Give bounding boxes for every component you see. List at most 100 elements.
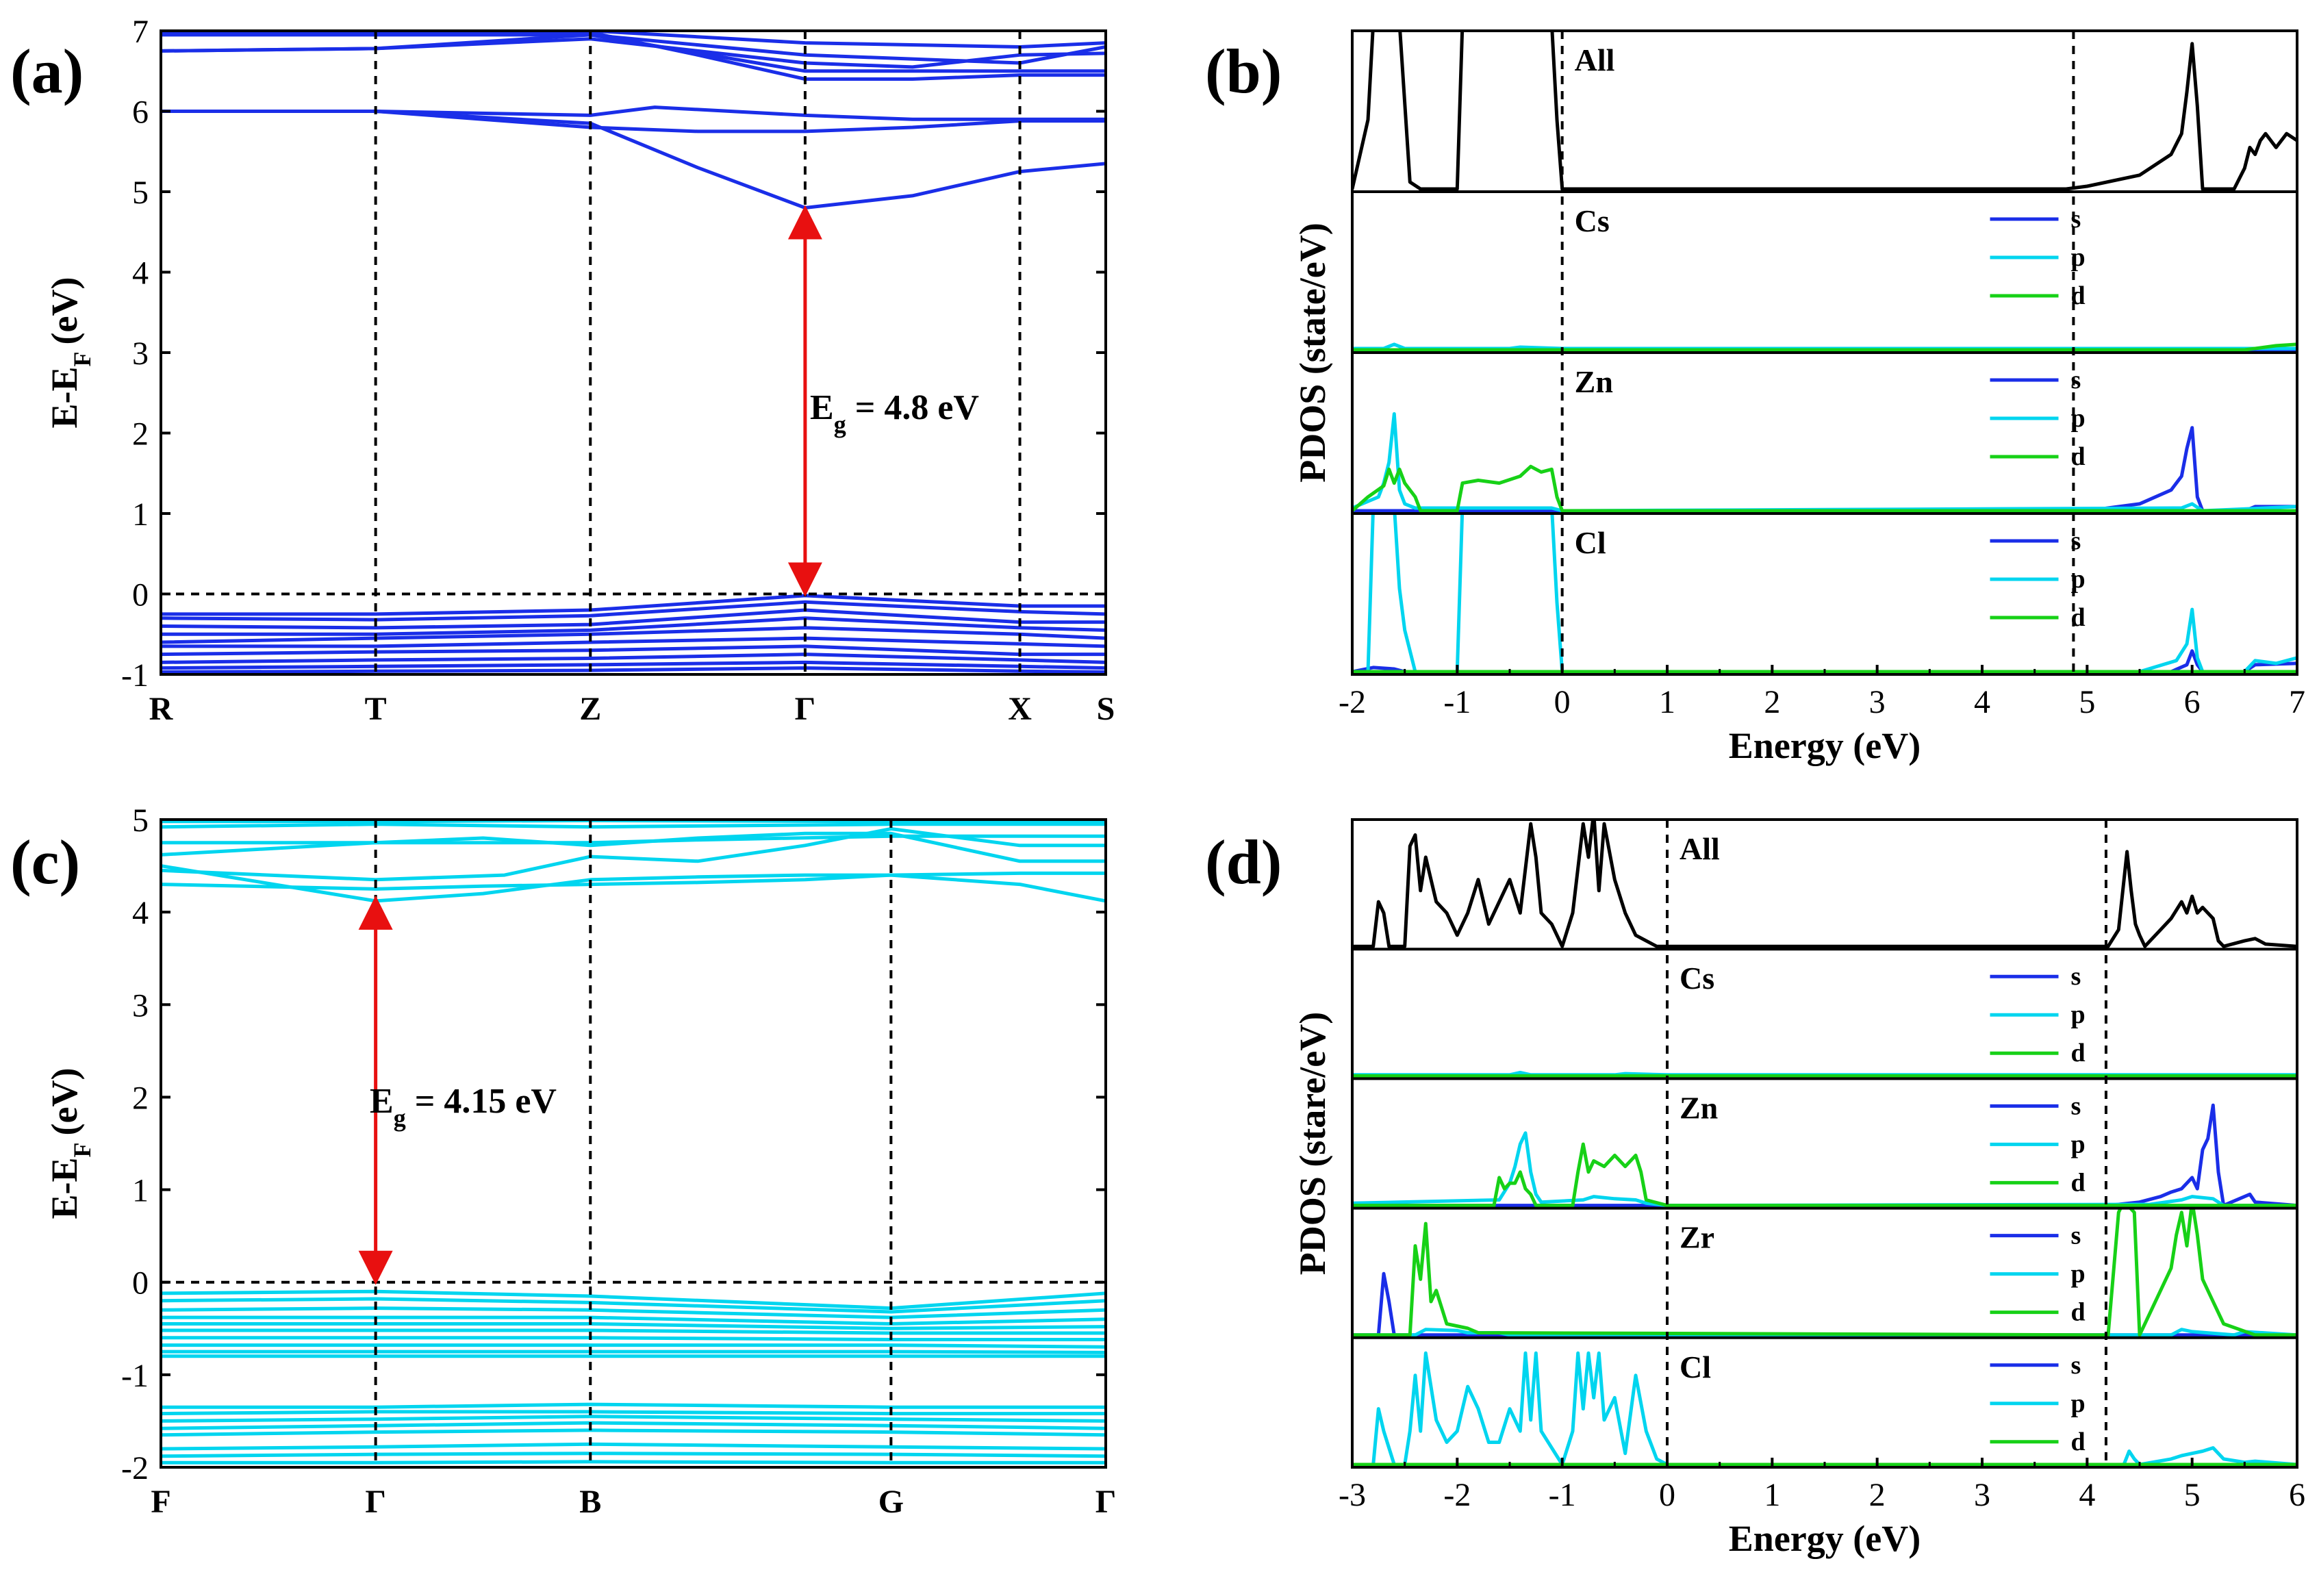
kpoint-label: F	[151, 1484, 170, 1520]
y-tick-label: 3	[132, 335, 149, 372]
band-gap-label-main: E	[370, 1082, 394, 1121]
x-tick-label: 3	[1974, 1477, 1990, 1513]
legend-label-p: p	[2071, 1389, 2086, 1418]
legend-label-s: s	[2071, 366, 2081, 394]
legend-label-s: s	[2071, 1091, 2081, 1120]
y-tick-label: 4	[132, 255, 149, 292]
pdos-curve-cl-p	[1352, 514, 2297, 674]
y-axis-label-main: E-E	[44, 366, 85, 428]
band-line	[161, 600, 1106, 622]
kpoint-label: T	[365, 691, 387, 727]
band-panel-a: -1 0 1 2 3 4 5 6 7 R T Z Γ X S E-EF (eV) Eg = 4.8 eV (a)	[10, 14, 1115, 727]
x-tick-label: 3	[1869, 684, 1886, 720]
band-line	[161, 594, 1106, 616]
band-line	[161, 636, 1106, 648]
x-tick-label: -3	[1339, 1477, 1366, 1513]
y-tick-label: 6	[132, 94, 149, 131]
pdos-subpanel-cl: Cl spd	[1352, 512, 2297, 674]
legend-label-d: d	[2071, 1039, 2086, 1067]
y-axis-label-sub: F	[68, 351, 96, 366]
pdos-curve-zn-s	[1352, 426, 2297, 513]
band-line	[161, 1402, 1106, 1409]
pdos-curve-zn-p	[1352, 1131, 2297, 1208]
band-line	[161, 1343, 1106, 1349]
y-axis-label: E-EF (eV)	[44, 1068, 96, 1219]
band-line	[161, 626, 1106, 644]
pdos-subpanel-zn: Zn spd	[1352, 351, 2297, 513]
kpoint-label: Γ	[1095, 1484, 1117, 1520]
kpoint-label: B	[579, 1484, 601, 1520]
x-tick-label: 1	[1659, 684, 1675, 720]
element-label: All	[1575, 42, 1615, 77]
x-tick-label: 6	[2184, 684, 2201, 720]
band-line	[161, 660, 1106, 670]
band-line	[161, 1322, 1106, 1330]
x-tick-label: 5	[2079, 684, 2095, 720]
band-gap-label-value: = 4.15 eV	[406, 1082, 557, 1121]
pdos-curve-all-total	[1352, 820, 2297, 948]
pdos-curve-zn-d	[1352, 464, 2297, 513]
y-tick-label: -1	[121, 657, 149, 694]
x-tick-label: 0	[1659, 1477, 1675, 1513]
legend-label-d: d	[2071, 442, 2086, 471]
y-axis-label-unit: (eV)	[44, 277, 85, 345]
plot-frame	[160, 818, 1107, 1469]
legend-label-d: d	[2071, 1428, 2086, 1456]
pdos-curve-zn-s	[1352, 1103, 2297, 1208]
x-tick-label: 0	[1554, 684, 1571, 720]
x-tick-label: 5	[2184, 1477, 2201, 1513]
x-tick-label: 4	[1974, 684, 1990, 720]
band-line	[161, 1410, 1106, 1416]
legend-label-s: s	[2071, 1221, 2081, 1250]
y-axis-label: PDOS (stare/eV)	[1292, 1012, 1333, 1275]
element-label: Cl	[1680, 1350, 1711, 1384]
legend-label-d: d	[2071, 1168, 2086, 1197]
pdos-curve-cs-p	[1352, 342, 2297, 351]
y-tick-label: 5	[132, 175, 149, 211]
band-line	[161, 1306, 1106, 1319]
element-label: Zn	[1575, 364, 1613, 399]
legend-label-s: s	[2071, 962, 2081, 991]
band-line	[161, 653, 1106, 664]
pdos-subpanel-cs: Cs spd	[1352, 948, 2297, 1078]
x-tick-label: 1	[1764, 1477, 1780, 1513]
band-line	[161, 1328, 1106, 1335]
x-tick-label: -1	[1549, 1477, 1576, 1513]
legend-label-p: p	[2071, 1000, 2086, 1029]
y-tick-label: -2	[121, 1450, 149, 1486]
x-tick-label: -1	[1443, 684, 1471, 720]
band-line	[161, 822, 1106, 829]
pdos-subpanel-all: All	[1352, 31, 2297, 191]
x-tick-label: 7	[2289, 684, 2305, 720]
kpoint-label: X	[1008, 691, 1032, 727]
band-line	[161, 1442, 1106, 1451]
y-tick-label: 0	[132, 1265, 149, 1302]
band-line	[161, 864, 1106, 903]
y-axis-label-unit: (eV)	[44, 1068, 85, 1136]
legend-label-s: s	[2071, 1351, 2081, 1380]
element-label: Cs	[1680, 961, 1714, 996]
panel-tag: (b)	[1205, 36, 1282, 106]
legend-label-p: p	[2071, 1260, 2086, 1289]
panel-tag: (d)	[1205, 827, 1282, 897]
x-tick-label: 2	[1764, 684, 1780, 720]
band-line	[161, 827, 1106, 882]
legend-label-p: p	[2071, 565, 2086, 594]
kpoint-label: Γ	[365, 1484, 386, 1520]
legend-label-p: p	[2071, 1130, 2086, 1158]
x-axis-label: Energy (eV)	[1729, 725, 1921, 766]
pdos-subpanel-zn: Zn spd	[1352, 1077, 2297, 1208]
y-tick-label: 1	[132, 496, 149, 533]
y-axis-label: PDOS (state/eV)	[1292, 223, 1333, 482]
y-tick-label: -1	[121, 1358, 149, 1394]
element-label: Zn	[1680, 1090, 1718, 1125]
y-tick-label: 7	[132, 14, 149, 50]
band-line	[161, 33, 1106, 65]
y-tick-label: 2	[132, 1080, 149, 1116]
pdos-curve-zn-d	[1352, 1142, 2297, 1208]
x-tick-label: 6	[2289, 1477, 2305, 1513]
legend-label-d: d	[2071, 1298, 2086, 1327]
y-tick-label: 0	[132, 577, 149, 613]
y-tick-label: 5	[132, 802, 149, 839]
